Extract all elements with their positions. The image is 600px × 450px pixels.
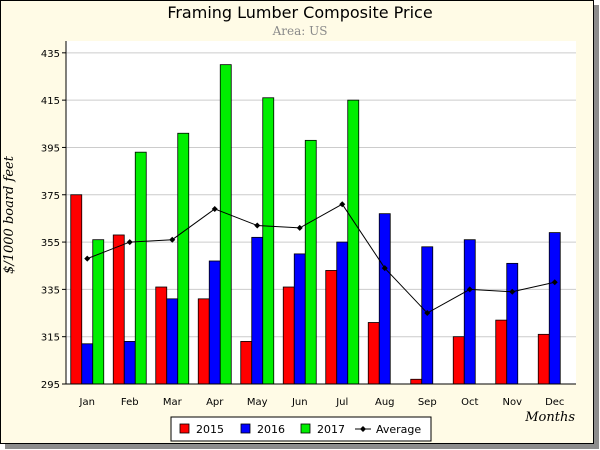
- bar-2015-feb: [112, 234, 125, 385]
- bar-2015-dec: [537, 333, 550, 385]
- average-line: [87, 203, 555, 314]
- x-tick-label-apr: Apr: [206, 397, 224, 408]
- x-tick-label-jan: Jan: [79, 397, 95, 408]
- x-axis-ticks: Jan Feb Mar Apr May Jun Jul Aug Sep Oct Nov Dec: [79, 397, 565, 408]
- x-tick-label-may: May: [247, 397, 268, 408]
- average-point-nov: [509, 288, 516, 295]
- y-tick-label-415: 415: [41, 96, 60, 107]
- legend-label-2017: 2017: [317, 423, 345, 436]
- average-point-sep: [424, 310, 431, 317]
- bar-2016-aug: [378, 213, 391, 385]
- bar-2016-jul: [336, 241, 349, 385]
- bar-2015-nov: [495, 319, 508, 385]
- legend-label-2016: 2016: [257, 423, 285, 436]
- bar-2015-jul: [325, 270, 338, 385]
- y-tick-label-435: 435: [41, 49, 60, 60]
- x-tick-label-nov: Nov: [502, 397, 522, 408]
- bar-2015-oct: [452, 336, 465, 385]
- legend-swatch-2015: [179, 423, 190, 434]
- bar-2017-jan: [92, 239, 105, 385]
- average-line-group: [84, 201, 558, 317]
- bar-2016-apr: [208, 260, 221, 385]
- legend-marker-average: [360, 426, 366, 432]
- legend-swatch-2017: [300, 423, 311, 434]
- average-point-oct: [466, 286, 473, 293]
- y-tick-label-335: 335: [41, 285, 60, 296]
- bar-2016-nov: [506, 262, 519, 385]
- x-tick-label-sep: Sep: [418, 397, 437, 408]
- average-point-may: [254, 222, 261, 229]
- bar-2017-mar: [177, 132, 190, 385]
- bar-2015-aug: [367, 322, 380, 385]
- bar-2016-dec: [548, 232, 561, 385]
- y-axis-ticks: 295 315 335 355 375 395 415 435: [41, 49, 66, 391]
- grid-lines: [66, 52, 576, 338]
- bar-2016-may: [251, 236, 264, 385]
- bars-group: [70, 64, 561, 385]
- legend-swatch-2016: [240, 423, 251, 434]
- x-tick-label-feb: Feb: [121, 397, 139, 408]
- bar-2017-feb: [134, 151, 147, 385]
- bar-2015-apr: [197, 298, 210, 385]
- y-tick-label-395: 395: [41, 143, 60, 154]
- chart-subtitle: Area: US: [272, 24, 328, 38]
- bar-2017-apr: [219, 64, 232, 385]
- x-tick-label-jun: Jun: [291, 397, 308, 408]
- bar-2015-jun: [282, 286, 295, 385]
- bar-2015-mar: [155, 286, 168, 385]
- average-point-apr: [211, 205, 218, 212]
- x-tick-label-dec: Dec: [545, 397, 564, 408]
- bar-2015-sep: [410, 378, 423, 385]
- y-tick-label-295: 295: [41, 380, 60, 391]
- bar-2017-may: [262, 97, 275, 385]
- bar-2016-oct: [463, 239, 476, 385]
- bar-2015-jan: [70, 194, 83, 385]
- x-tick-label-mar: Mar: [163, 397, 183, 408]
- average-point-aug: [381, 265, 388, 272]
- x-tick-label-aug: Aug: [375, 397, 395, 408]
- y-axis-label: $/1000 board feet: [2, 155, 17, 274]
- legend: 2015 2016 2017 Average: [170, 416, 432, 442]
- bar-2015-may: [240, 341, 253, 385]
- average-point-dec: [551, 279, 558, 286]
- y-tick-label-375: 375: [41, 191, 60, 202]
- legend-label-2015: 2015: [196, 423, 224, 436]
- y-tick-label-315: 315: [41, 333, 60, 344]
- x-axis-label: Months: [524, 410, 575, 425]
- x-tick-label-jul: Jul: [335, 397, 348, 408]
- plot-area: [66, 41, 576, 384]
- average-point-feb: [126, 239, 133, 246]
- y-tick-label-355: 355: [41, 238, 60, 249]
- legend-label-average: Average: [376, 423, 421, 436]
- average-point-jun: [296, 224, 303, 231]
- bar-2016-jun: [293, 253, 306, 385]
- bar-2017-jul: [347, 99, 360, 385]
- average-point-jan: [84, 255, 91, 262]
- bar-2016-feb: [123, 341, 136, 385]
- chart-title: Framing Lumber Composite Price: [167, 3, 432, 22]
- bar-2016-mar: [166, 298, 179, 385]
- average-point-jul: [339, 201, 346, 208]
- bar-2016-jan: [81, 343, 94, 385]
- x-tick-label-oct: Oct: [461, 397, 478, 408]
- average-point-mar: [169, 236, 176, 243]
- bar-2017-jun: [304, 139, 317, 385]
